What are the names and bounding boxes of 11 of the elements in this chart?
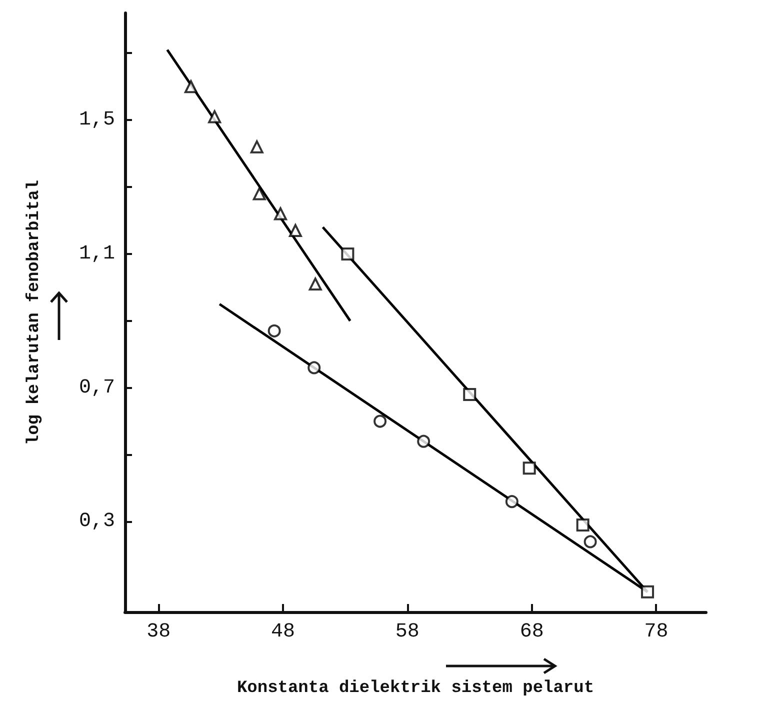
y-tick-label: 1,5 (78, 108, 115, 132)
y-tick-label: 0,7 (78, 376, 115, 400)
x-tick-label: 78 (644, 620, 668, 644)
y-tick-label: 0,3 (78, 510, 115, 534)
y-axis-title: log kelarutan fenobarbital (25, 180, 44, 446)
x-tick-label: 38 (146, 620, 171, 644)
y-tick-label: 1,1 (78, 242, 115, 266)
x-tick-label: 68 (520, 620, 544, 644)
x-axis-title: Konstanta dielektrik sistem pelarut (236, 679, 594, 698)
x-tick-label: 48 (270, 620, 296, 644)
x-tick-label: 58 (395, 620, 420, 644)
